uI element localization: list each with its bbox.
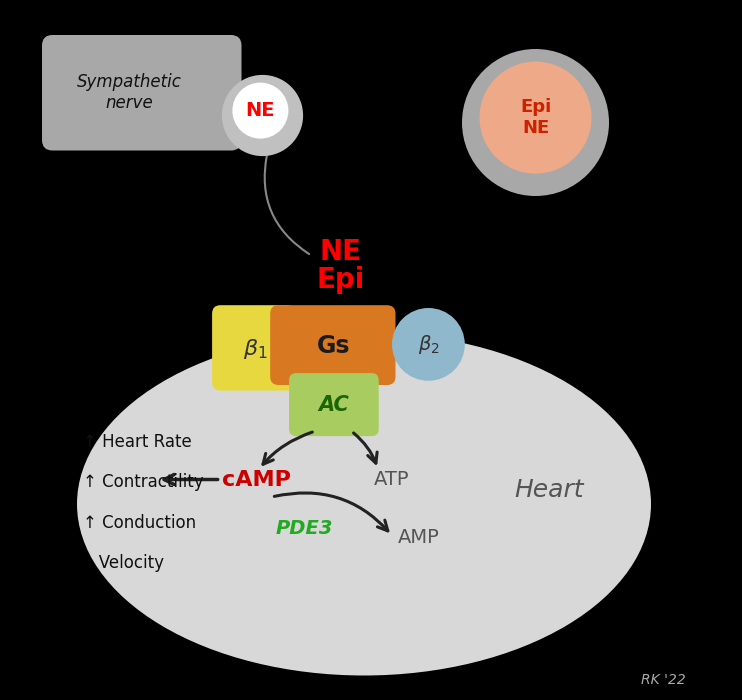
Text: PDE3: PDE3 [276,519,333,538]
Text: Gs: Gs [317,334,351,358]
Text: NE: NE [246,101,275,120]
Text: AC: AC [318,395,349,415]
Circle shape [392,308,464,381]
FancyBboxPatch shape [212,305,295,391]
Circle shape [222,75,303,156]
Text: Sympathetic
nerve: Sympathetic nerve [77,73,182,112]
Ellipse shape [77,332,651,676]
FancyBboxPatch shape [289,373,378,436]
Text: Velocity: Velocity [82,554,163,573]
Text: $\beta_1$: $\beta_1$ [243,337,267,360]
FancyBboxPatch shape [270,305,395,385]
Text: RK '22: RK '22 [641,673,686,687]
Circle shape [462,49,609,196]
Circle shape [479,62,591,174]
Text: Epi: Epi [317,266,365,294]
Text: ↑ Heart Rate: ↑ Heart Rate [82,433,191,451]
Text: NE: NE [320,238,362,266]
Text: AMP: AMP [398,528,439,547]
FancyBboxPatch shape [42,35,241,150]
Text: ↑ Contractility: ↑ Contractility [82,473,203,491]
Circle shape [232,83,289,139]
Text: $\beta_2$: $\beta_2$ [418,333,439,356]
Text: ↑ Conduction: ↑ Conduction [82,514,196,532]
Text: cAMP: cAMP [223,470,292,489]
Text: Epi
NE: Epi NE [520,98,551,137]
Text: Heart: Heart [515,478,584,502]
Text: ATP: ATP [374,470,410,489]
